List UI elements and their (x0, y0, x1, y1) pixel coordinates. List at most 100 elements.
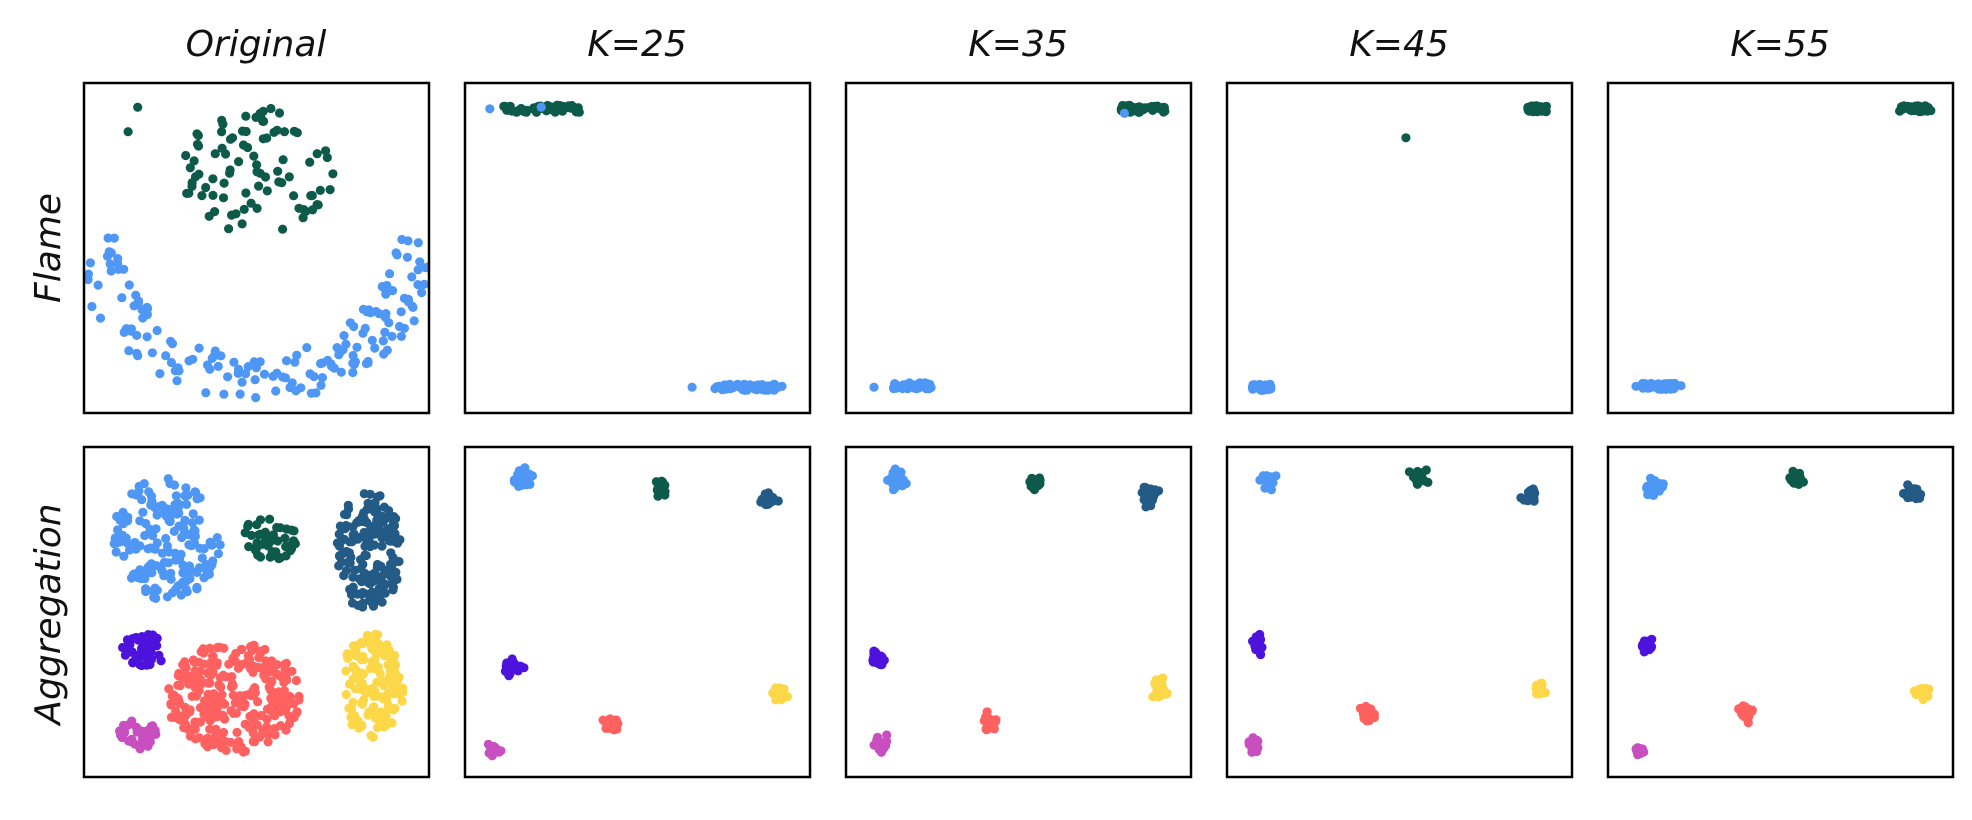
scatter-point-coral (232, 727, 242, 738)
scatter-point-dark-green (241, 111, 251, 121)
scatter-point-light-blue (213, 361, 223, 371)
scatter-point-violet (134, 634, 144, 644)
scatter-point-light-blue (485, 104, 495, 114)
scatter-point-dark-green (197, 191, 207, 201)
scatter-point-light-blue (180, 516, 190, 526)
scatter-point-light-blue (213, 549, 223, 559)
scatter-point-light-blue (209, 351, 219, 361)
scatter-point-coral (209, 689, 219, 699)
scatter-point-coral (203, 742, 213, 752)
scatter-point-light-blue (370, 343, 380, 353)
panel-flame-k-25-points (485, 100, 787, 395)
scatter-point-dark-green (1146, 102, 1156, 112)
scatter-point-light-blue (922, 383, 932, 393)
scatter-point-yellow (382, 694, 392, 704)
scatter-point-coral (206, 711, 216, 721)
panel-flame-original-frame (82, 81, 431, 415)
panel-flame-k-35-frame (844, 81, 1193, 415)
scatter-point-coral (194, 686, 204, 696)
panel-flame-original-points (70, 102, 429, 403)
scatter-point-coral (216, 739, 226, 750)
scatter-point-yellow (382, 706, 392, 716)
scatter-point-coral (206, 657, 216, 667)
scatter-point-dark-green (193, 141, 204, 151)
scatter-point-coral (220, 714, 230, 724)
scatter-point-steel-blue (373, 492, 383, 502)
scatter-point-coral (267, 667, 277, 677)
scatter-point-light-blue (118, 519, 128, 529)
scatter-point-coral (248, 641, 258, 651)
scatter-point-dark-green (653, 483, 663, 493)
scatter-point-violet (148, 633, 158, 643)
scatter-point-light-blue (712, 382, 722, 392)
scatter-point-yellow (352, 640, 362, 651)
panel-flame-k-35 (844, 81, 1193, 415)
scatter-point-dark-green (292, 128, 302, 138)
scatter-point-light-blue (420, 263, 429, 273)
scatter-point-violet (869, 649, 879, 659)
scatter-point-light-blue (883, 475, 893, 485)
scatter-point-yellow (341, 666, 351, 676)
scatter-point-yellow (1922, 687, 1932, 697)
scatter-point-light-blue (402, 252, 412, 262)
scatter-point-coral (259, 670, 269, 680)
scatter-point-dark-green (274, 108, 285, 118)
scatter-point-yellow (364, 707, 374, 717)
scatter-point-light-blue (70, 240, 79, 249)
scatter-point-light-blue (152, 510, 162, 520)
scatter-point-magenta (874, 744, 884, 755)
scatter-point-dark-green (274, 177, 284, 187)
scatter-point-dark-green (1029, 485, 1040, 495)
scatter-point-light-blue (360, 323, 370, 333)
scatter-point-steel-blue (379, 502, 389, 512)
scatter-point-dark-green (204, 211, 214, 221)
scatter-point-light-blue (166, 574, 176, 584)
scatter-point-light-blue (366, 308, 376, 318)
scatter-point-dark-green (272, 125, 282, 135)
scatter-point-yellow (362, 630, 372, 640)
scatter-point-yellow (366, 642, 376, 652)
scatter-point-light-blue (1119, 108, 1129, 118)
scatter-point-light-blue (281, 356, 292, 366)
panel-aggregation-k-45-points (1244, 465, 1550, 757)
scatter-point-light-blue (380, 327, 390, 337)
scatter-point-violet (146, 655, 156, 665)
scatter-point-dark-green (511, 107, 522, 117)
scatter-point-steel-blue (364, 534, 374, 544)
scatter-point-yellow (391, 687, 401, 697)
scatter-point-coral (272, 660, 282, 670)
scatter-point-dark-green (221, 149, 231, 159)
panel-flame-k-55-points (1631, 101, 1936, 394)
scatter-point-light-blue (202, 360, 213, 370)
scatter-point-coral (177, 673, 187, 683)
scatter-point-light-blue (725, 379, 735, 389)
scatter-point-coral (261, 660, 271, 670)
scatter-point-violet (877, 652, 887, 662)
scatter-point-dark-green (218, 119, 228, 129)
scatter-point-steel-blue (345, 584, 355, 595)
scatter-point-light-blue (103, 233, 113, 243)
scatter-point-coral (224, 659, 234, 669)
scatter-point-light-blue (159, 557, 170, 567)
scatter-point-light-blue (380, 312, 390, 322)
scatter-point-light-blue (131, 290, 141, 300)
scatter-point-light-blue (1268, 478, 1278, 488)
column-title-k35: K=35 (968, 24, 1068, 65)
scatter-point-light-blue (142, 309, 152, 320)
scatter-point-yellow (347, 720, 357, 730)
scatter-point-dark-green (1416, 468, 1426, 478)
panel-flame-k-45 (1225, 81, 1574, 415)
scatter-point-light-blue (199, 573, 209, 583)
scatter-point-dark-green (312, 149, 322, 159)
scatter-point-coral (291, 675, 301, 686)
scatter-point-steel-blue (363, 589, 373, 599)
scatter-point-light-blue (102, 251, 113, 261)
scatter-point-dark-green (546, 102, 556, 112)
scatter-point-steel-blue (356, 589, 366, 600)
scatter-point-coral (199, 659, 209, 669)
scatter-point-coral (212, 730, 222, 740)
scatter-point-light-blue (1663, 379, 1673, 389)
panel-flame-k-45-points (1247, 101, 1551, 395)
scatter-point-light-blue (159, 571, 169, 581)
